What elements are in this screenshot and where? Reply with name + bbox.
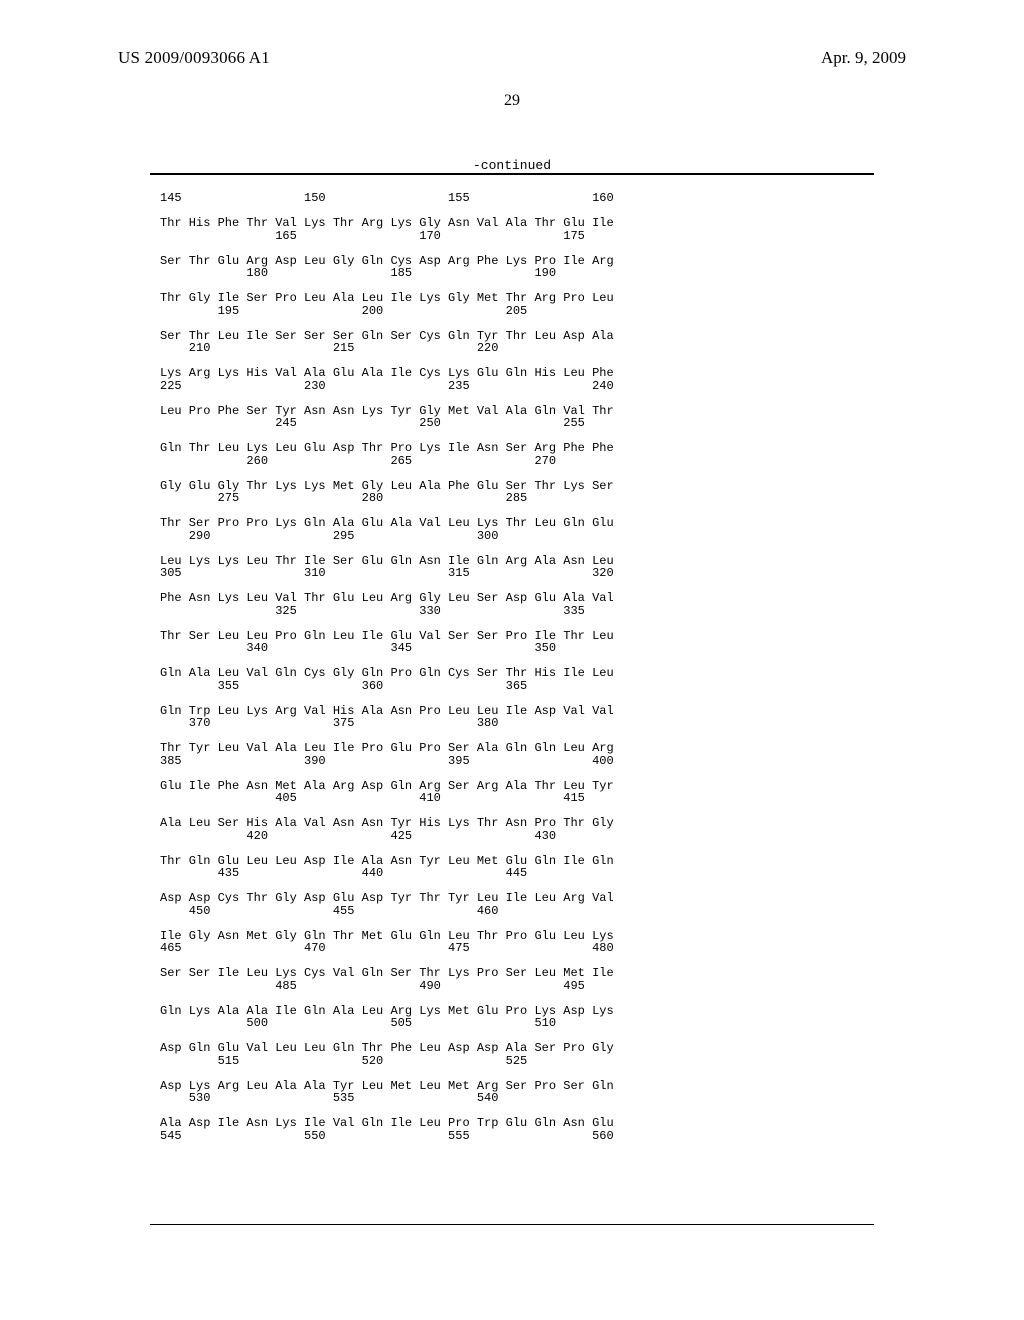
page-number: 29	[0, 92, 1024, 110]
sequence-listing: 145 150 155 160 Thr His Phe Thr Val Lys …	[160, 192, 614, 1142]
horizontal-rule-top	[150, 173, 874, 175]
publication-number: US 2009/0093066 A1	[118, 48, 270, 68]
continued-label: -continued	[0, 158, 1024, 173]
horizontal-rule-bottom	[150, 1224, 874, 1225]
publication-date: Apr. 9, 2009	[821, 48, 906, 68]
page: US 2009/0093066 A1 Apr. 9, 2009 29 -cont…	[0, 0, 1024, 1320]
